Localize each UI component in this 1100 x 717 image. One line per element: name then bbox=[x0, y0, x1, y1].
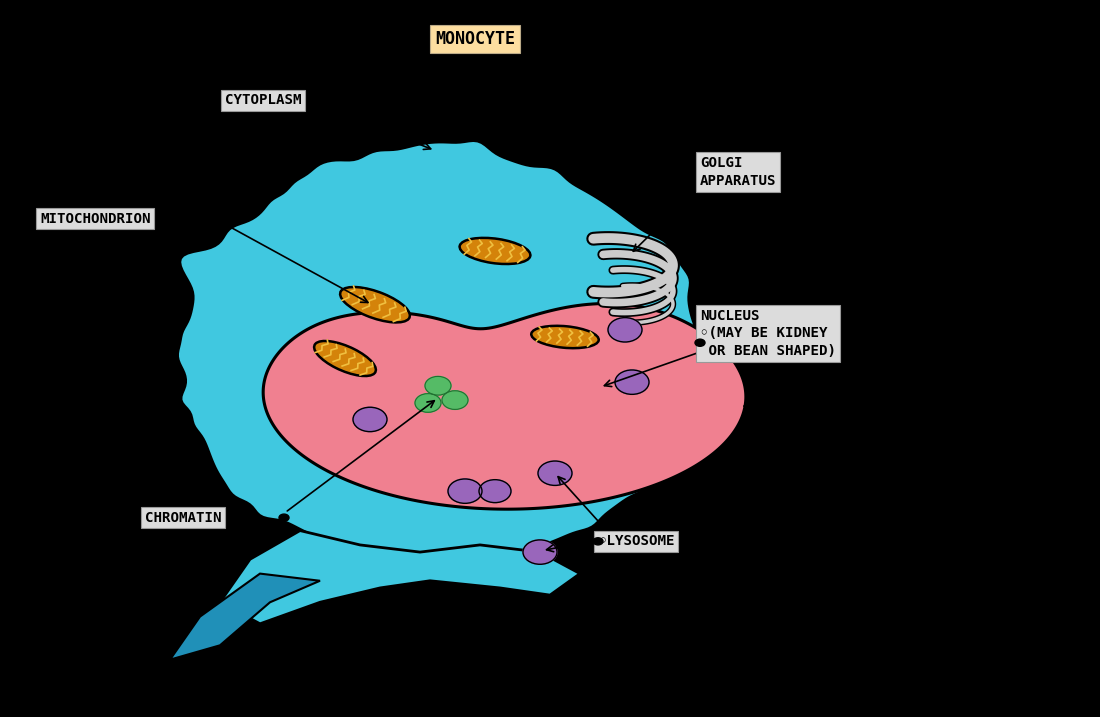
Circle shape bbox=[608, 318, 642, 342]
Circle shape bbox=[538, 461, 572, 485]
Text: GOLGI
APPARATUS: GOLGI APPARATUS bbox=[700, 156, 777, 189]
Circle shape bbox=[279, 514, 289, 521]
Circle shape bbox=[615, 370, 649, 394]
Circle shape bbox=[212, 214, 224, 223]
Ellipse shape bbox=[315, 341, 376, 376]
Text: MONOCYTE: MONOCYTE bbox=[434, 30, 515, 49]
Circle shape bbox=[353, 407, 387, 432]
Ellipse shape bbox=[531, 326, 598, 348]
Polygon shape bbox=[220, 531, 580, 624]
Circle shape bbox=[593, 538, 603, 545]
Polygon shape bbox=[170, 574, 320, 660]
Circle shape bbox=[695, 339, 705, 346]
Circle shape bbox=[522, 540, 557, 564]
Text: CYTOPLASM: CYTOPLASM bbox=[226, 93, 301, 108]
Text: MITOCHONDRION: MITOCHONDRION bbox=[40, 212, 151, 226]
Circle shape bbox=[442, 391, 468, 409]
Ellipse shape bbox=[460, 238, 530, 264]
Ellipse shape bbox=[340, 287, 410, 323]
Polygon shape bbox=[263, 303, 746, 509]
Circle shape bbox=[425, 376, 451, 395]
Circle shape bbox=[478, 480, 512, 503]
Circle shape bbox=[448, 479, 482, 503]
Polygon shape bbox=[177, 141, 705, 576]
Circle shape bbox=[415, 394, 441, 412]
Circle shape bbox=[310, 96, 322, 105]
Text: ◦LYSOSOME: ◦LYSOSOME bbox=[598, 534, 674, 549]
Text: NUCLEUS
◦(MAY BE KIDNEY
 OR BEAN SHAPED): NUCLEUS ◦(MAY BE KIDNEY OR BEAN SHAPED) bbox=[700, 308, 836, 358]
Text: CHROMATIN: CHROMATIN bbox=[145, 511, 221, 525]
